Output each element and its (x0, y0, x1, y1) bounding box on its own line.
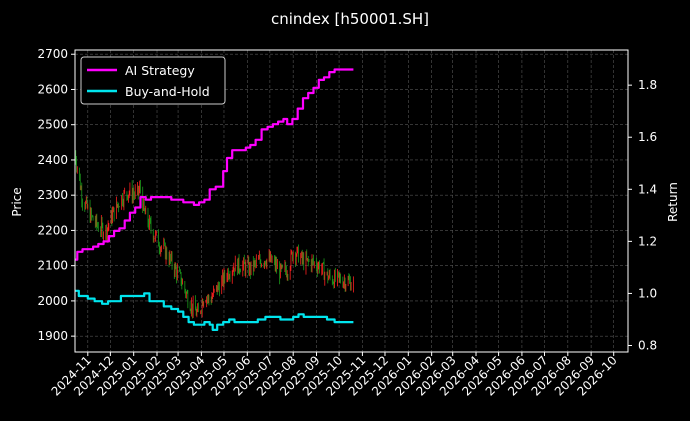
series-lines (75, 68, 354, 331)
price-candles (74, 149, 354, 319)
legend: AI Strategy Buy-and-Hold (80, 56, 226, 105)
y-left-tick-label: 2700 (37, 47, 68, 61)
y-right-tick-label: 1.6 (638, 130, 657, 144)
y-right-tick-label: 1.4 (638, 182, 657, 196)
y-left-tick-label: 2200 (37, 223, 68, 237)
series-line-buy-and-hold (75, 289, 354, 331)
y-right-tick-label: 0.8 (638, 338, 657, 352)
y-axis-right: 0.8 1.0 1.2 1.4 1.6 1.8 (628, 78, 657, 352)
y-left-tick-label: 2100 (37, 259, 68, 273)
y-left-tick-label: 2000 (37, 294, 68, 308)
y-left-tick-label: 2300 (37, 188, 68, 202)
plot-frame (74, 49, 629, 353)
y-right-tick-label: 1.0 (638, 286, 657, 300)
y-axis-right-label: Return (666, 182, 680, 222)
y-left-tick-label: 2500 (37, 118, 68, 132)
chart-title: cnindex [h50001.SH] (271, 10, 429, 28)
y-axis-left-label: Price (10, 187, 24, 216)
legend-label-buy-and-hold: Buy-and-Hold (125, 84, 210, 99)
y-left-tick-label: 2400 (37, 153, 68, 167)
y-right-tick-label: 1.8 (638, 78, 657, 92)
y-left-tick-label: 1900 (37, 329, 68, 343)
y-left-tick-label: 2600 (37, 82, 68, 96)
legend-label-ai-strategy: AI Strategy (125, 63, 195, 78)
y-axis-left: 1900 2000 2100 2200 2300 2400 2500 2600 2700 (37, 47, 75, 343)
y-right-tick-label: 1.2 (638, 234, 657, 248)
series-line-ai-strategy (75, 68, 354, 261)
